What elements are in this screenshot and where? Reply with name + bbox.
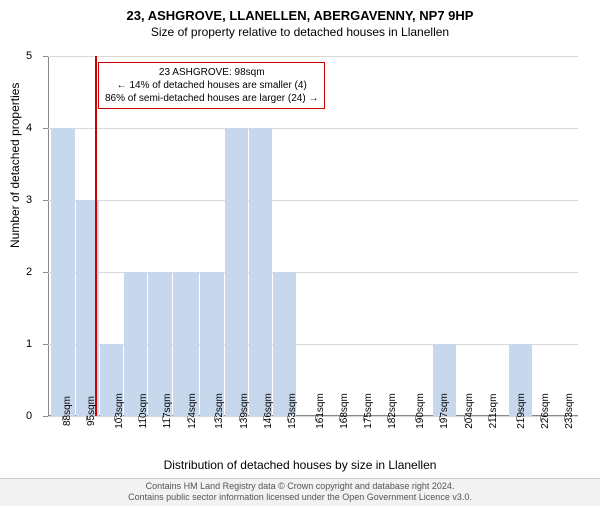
footer-line-1: Contains HM Land Registry data © Crown c…	[8, 481, 592, 493]
y-tick-mark	[43, 56, 48, 57]
y-tick-mark	[43, 272, 48, 273]
y-axis-label: Number of detached properties	[8, 83, 22, 248]
x-tick-label: 182sqm	[387, 393, 398, 429]
x-tick-label: 190sqm	[415, 393, 426, 429]
histogram-bar	[249, 128, 272, 416]
x-tick-label: 211sqm	[488, 394, 499, 429]
annotation-line-3: 86% of semi-detached houses are larger (…	[105, 92, 318, 105]
x-tick-label: 219sqm	[516, 393, 527, 429]
x-tick-label: 153sqm	[287, 393, 298, 429]
y-tick-mark	[43, 416, 48, 417]
chart-container: 23, ASHGROVE, LLANELLEN, ABERGAVENNY, NP…	[0, 8, 600, 508]
plot-area: 01234588sqm95sqm103sqm110sqm117sqm124sqm…	[48, 56, 578, 416]
annotation-box: 23 ASHGROVE: 98sqm← 14% of detached hous…	[98, 62, 325, 109]
x-tick-label: 88sqm	[62, 396, 73, 426]
x-tick-label: 95sqm	[86, 396, 97, 426]
x-tick-label: 146sqm	[263, 393, 274, 429]
x-tick-label: 132sqm	[214, 393, 225, 429]
x-tick-label: 117sqm	[162, 394, 173, 429]
y-tick-label: 1	[26, 338, 32, 350]
y-tick-label: 2	[26, 266, 32, 278]
footer: Contains HM Land Registry data © Crown c…	[0, 478, 600, 506]
y-tick-label: 5	[26, 50, 32, 62]
y-tick-mark	[43, 128, 48, 129]
chart-title: 23, ASHGROVE, LLANELLEN, ABERGAVENNY, NP…	[0, 8, 600, 23]
grid-line	[48, 200, 578, 201]
chart-subtitle: Size of property relative to detached ho…	[0, 25, 600, 39]
x-tick-label: 139sqm	[239, 393, 250, 429]
x-tick-label: 161sqm	[315, 393, 326, 429]
x-tick-label: 197sqm	[439, 393, 450, 429]
y-tick-label: 3	[26, 194, 32, 206]
histogram-bar	[51, 128, 74, 416]
x-tick-label: 124sqm	[187, 393, 198, 429]
y-tick-mark	[43, 200, 48, 201]
x-tick-label: 175sqm	[363, 393, 374, 429]
y-tick-mark	[43, 344, 48, 345]
x-axis-label: Distribution of detached houses by size …	[0, 458, 600, 472]
y-axis-line	[48, 56, 49, 416]
y-tick-label: 0	[26, 410, 32, 422]
footer-line-2: Contains public sector information licen…	[8, 492, 592, 504]
marker-line	[95, 56, 97, 416]
grid-line	[48, 56, 578, 57]
x-tick-label: 168sqm	[339, 393, 350, 429]
x-tick-label: 103sqm	[114, 393, 125, 429]
histogram-bar	[225, 128, 248, 416]
plot-inner: 01234588sqm95sqm103sqm110sqm117sqm124sqm…	[48, 56, 578, 416]
x-tick-label: 110sqm	[138, 394, 149, 429]
y-tick-label: 4	[26, 122, 32, 134]
annotation-line-1: 23 ASHGROVE: 98sqm	[105, 66, 318, 79]
x-tick-label: 226sqm	[540, 393, 551, 429]
grid-line	[48, 128, 578, 129]
x-tick-label: 233sqm	[564, 393, 575, 429]
annotation-line-2: ← 14% of detached houses are smaller (4)	[105, 79, 318, 92]
x-tick-label: 204sqm	[464, 393, 475, 429]
